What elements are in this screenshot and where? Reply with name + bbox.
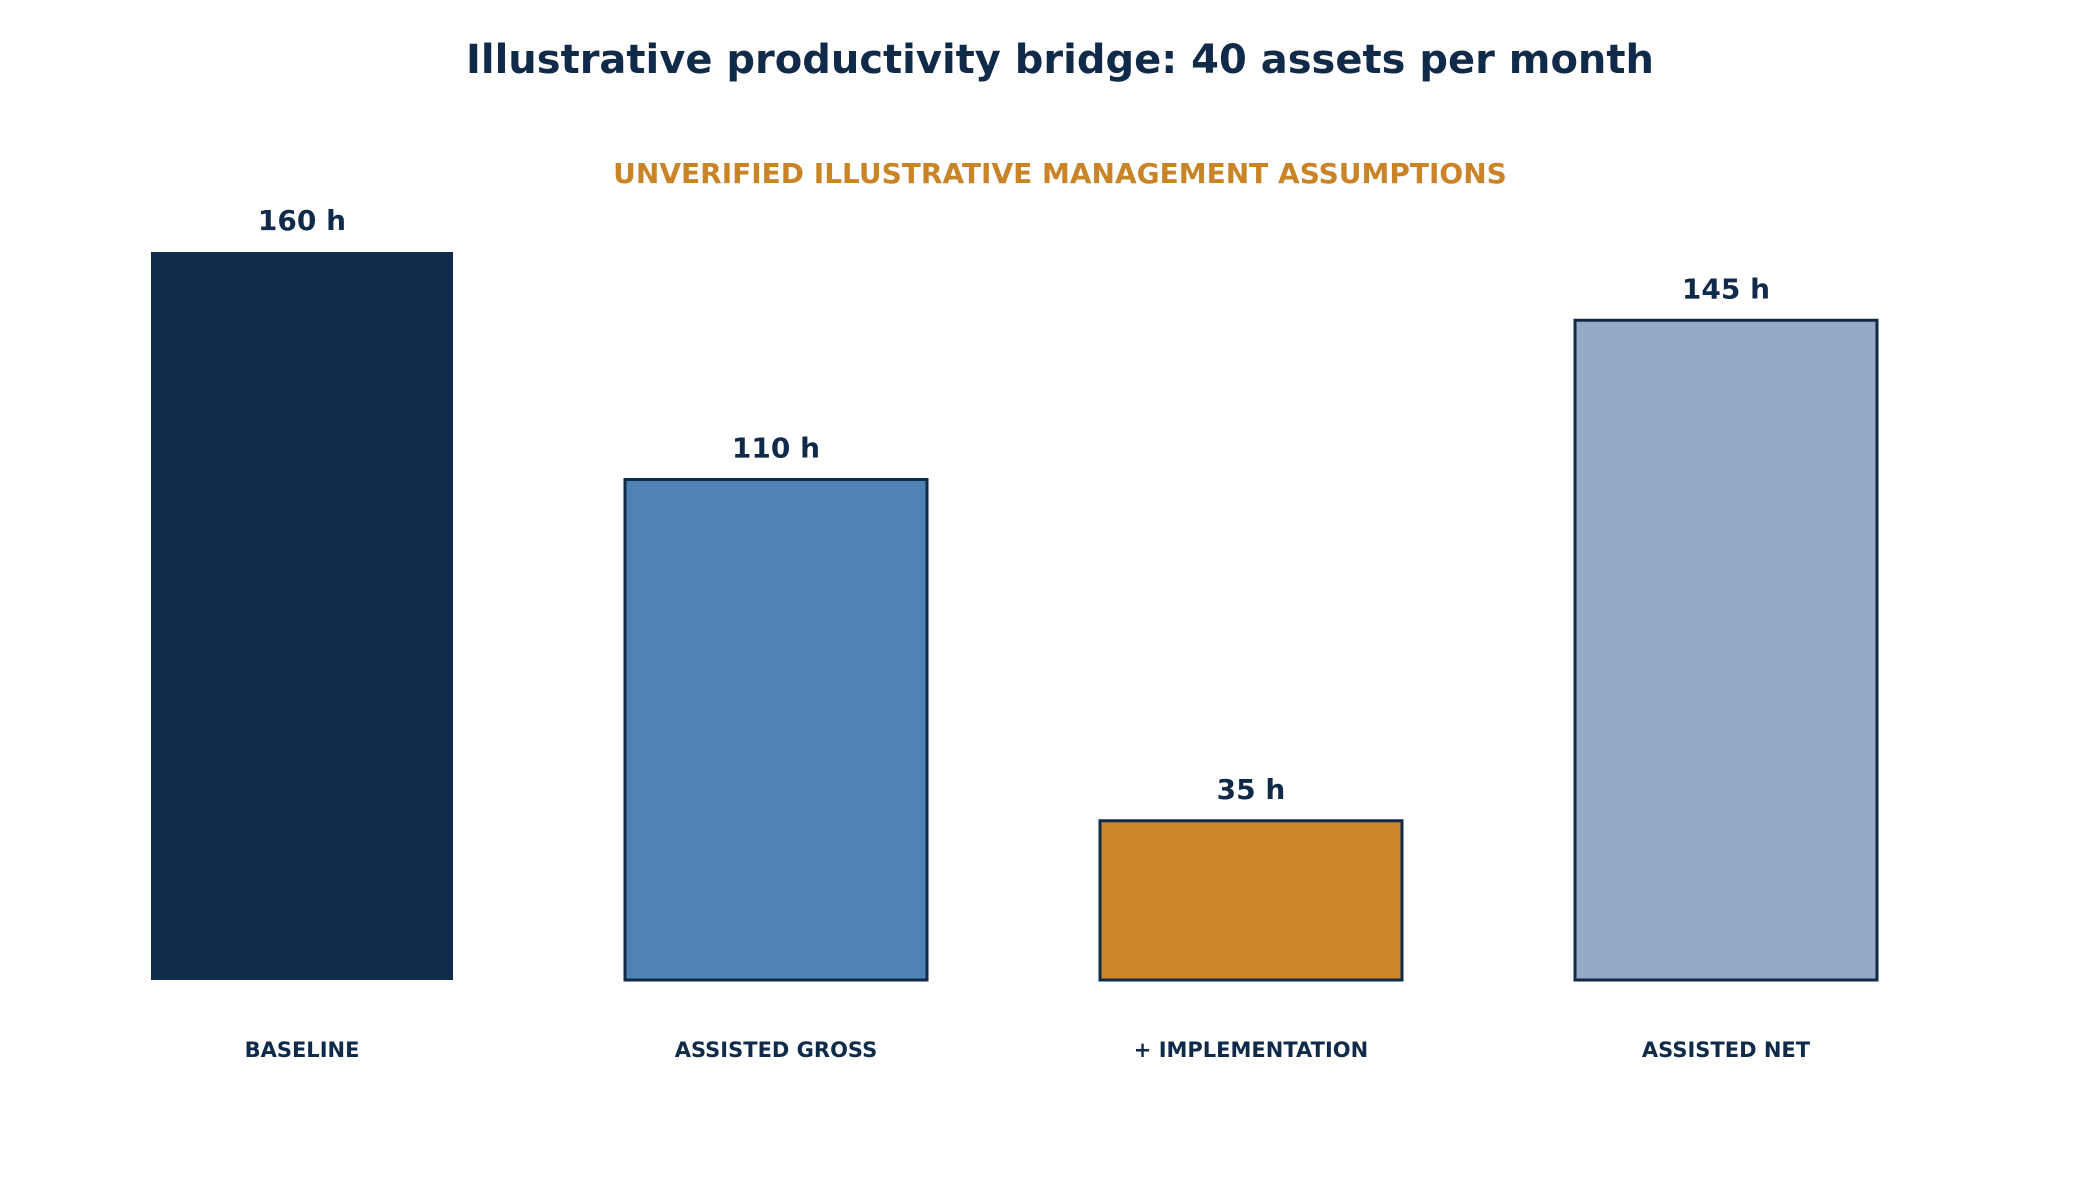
bar-value-label: 35 h — [1217, 773, 1286, 806]
category-label: + IMPLEMENTATION — [1134, 1038, 1368, 1062]
bar-value-label: 110 h — [732, 432, 820, 465]
category-label: ASSISTED GROSS — [675, 1038, 877, 1062]
bar-assisted-net — [1573, 318, 1879, 982]
bar-value-label: 145 h — [1682, 272, 1770, 305]
bar-implementation — [1098, 819, 1404, 982]
category-label: BASELINE — [245, 1038, 360, 1062]
bar-assisted-gross — [623, 478, 929, 982]
category-label: ASSISTED NET — [1642, 1038, 1811, 1062]
value-labels-group: 160 h 110 h 35 h 145 h — [258, 204, 1770, 806]
bar-value-label: 160 h — [258, 204, 346, 237]
bar-baseline — [151, 252, 453, 980]
bars-group — [151, 252, 1879, 982]
category-labels-group: BASELINE ASSISTED GROSS + IMPLEMENTATION AS… — [245, 1038, 1811, 1062]
chart-title: Illustrative productivity bridge: 40 ass… — [466, 37, 1654, 83]
chart-subtitle: UNVERIFIED ILLUSTRATIVE MANAGEMENT ASSUM… — [613, 157, 1507, 190]
